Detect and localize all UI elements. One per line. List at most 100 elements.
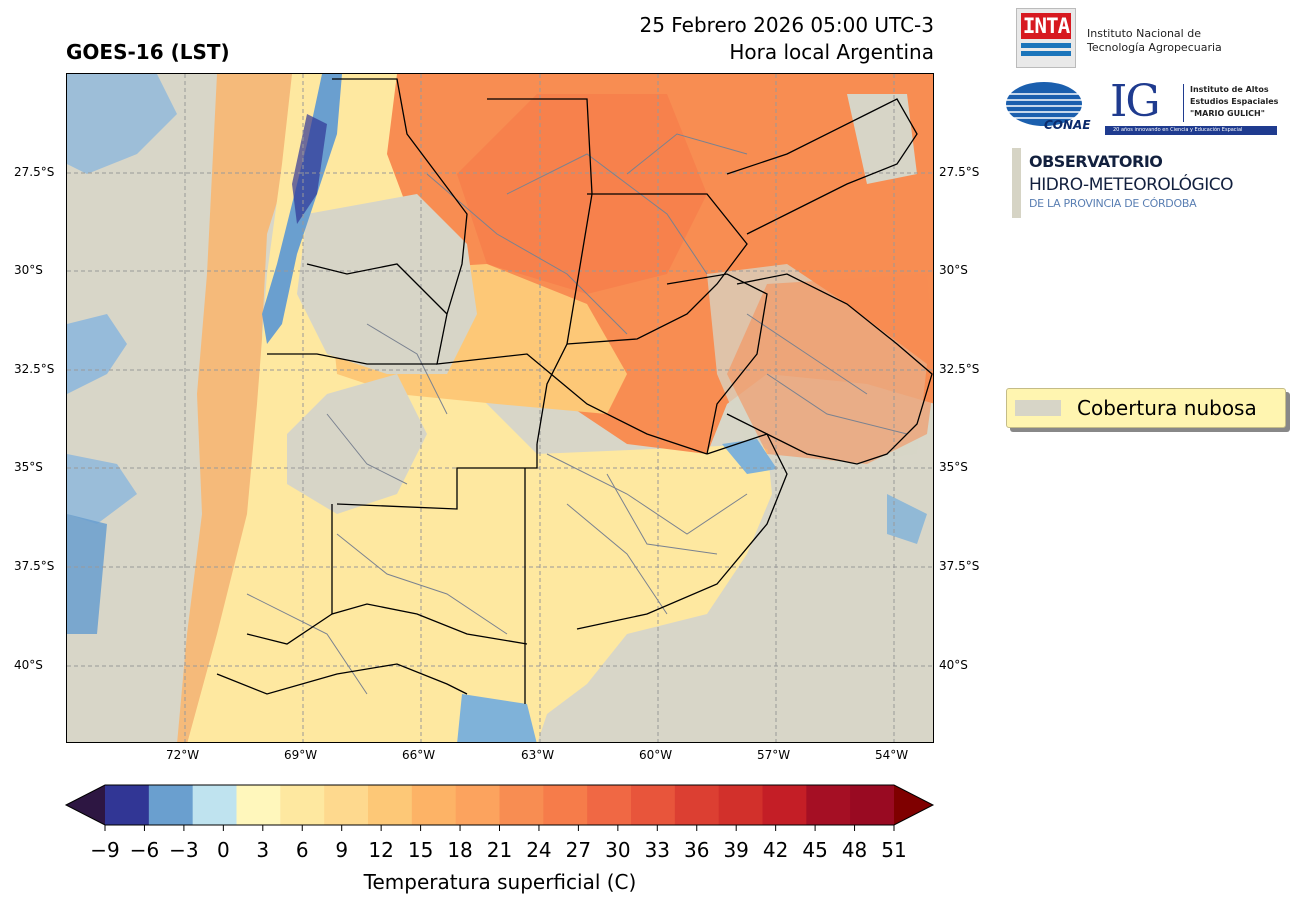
colorbar-bin — [587, 785, 632, 825]
colorbar-tick-label: 33 — [644, 838, 671, 862]
colorbar-tick-label: 27 — [565, 838, 592, 862]
ig-name: Instituto de Altos Estudios Espaciales "… — [1190, 84, 1278, 120]
colorbar-tick-label: 15 — [407, 838, 434, 862]
lat-label-right: 32.5°S — [939, 362, 980, 376]
ig-name-line: Estudios Espaciales — [1190, 97, 1279, 106]
map-title: GOES-16 (LST) — [66, 40, 230, 64]
colorbar-bin — [543, 785, 588, 825]
observatorio-bar — [1012, 148, 1021, 218]
colorbar-bin — [148, 785, 194, 825]
lon-label: 66°W — [402, 748, 436, 762]
observatorio-subtitle: HIDRO-METEOROLÓGICO — [1029, 175, 1233, 195]
colorbar-tick-label: 42 — [762, 838, 789, 862]
cloud-legend: Cobertura nubosa — [1006, 388, 1286, 428]
map-canvas — [67, 74, 933, 742]
local-time-label: Hora local Argentina — [729, 40, 934, 64]
cold-patch-pacific-2 — [67, 454, 137, 524]
colorbar-tick-label: 39 — [723, 838, 749, 862]
colorbar-tick-label: 30 — [605, 838, 631, 862]
lat-label-left: 30°S — [14, 263, 43, 277]
lon-label: 69°W — [284, 748, 318, 762]
colorbar-outline — [64, 784, 935, 826]
colorbar-tick-label: 24 — [526, 838, 552, 862]
inta-name-line: Instituto Nacional de — [1087, 27, 1201, 40]
cold-patch-pacific-3 — [67, 514, 107, 634]
lat-label-right: 27.5°S — [939, 165, 980, 179]
lat-label-left: 37.5°S — [14, 559, 55, 573]
lat-label-left: 35°S — [14, 460, 43, 474]
colorbar-title: Temperatura superficial (C) — [363, 870, 637, 894]
ig-logo-word: IG — [1110, 76, 1161, 127]
cold-patch-pacific — [67, 314, 127, 394]
conae-logo-word: CONAE — [1044, 118, 1091, 132]
department-borders — [246, 133, 908, 695]
inta-name: Instituto Nacional de Tecnología Agropec… — [1087, 27, 1222, 55]
colorbar-bin — [850, 785, 895, 825]
lat-label-left: 32.5°S — [14, 362, 55, 376]
colorbar-tick-label: 48 — [841, 838, 868, 862]
lat-label-right: 37.5°S — [939, 559, 980, 573]
ocean-cold-patch — [887, 494, 927, 544]
colorbar-tick-label: 6 — [295, 838, 309, 862]
lst-map — [66, 73, 934, 743]
colorbar-bin — [411, 785, 457, 825]
inta-logo-word: INTA — [1021, 13, 1071, 39]
lon-label: 57°W — [757, 748, 791, 762]
colorbar-tick-label: 36 — [684, 838, 710, 862]
warm-strip-pacific — [177, 74, 302, 742]
ig-name-line: "MARIO GULICH" — [1190, 109, 1265, 118]
cloud-cordoba — [287, 374, 427, 514]
province-borders — [216, 78, 933, 704]
colorbar-tick-label: 45 — [802, 838, 828, 862]
institution-logos: INTA Instituto Nacional de Tecnología Ag… — [1000, 0, 1301, 230]
atlantic-cloud — [547, 454, 933, 742]
colorbar-over-arrow — [894, 785, 933, 825]
datetime-header: 25 Febrero 2026 05:00 UTC-3 Hora local A… — [639, 12, 934, 66]
observatorio-title: OBSERVATORIO — [1029, 152, 1163, 171]
datetime-label: 25 Febrero 2026 05:00 UTC-3 — [639, 13, 934, 37]
cloud-misiones — [847, 94, 917, 184]
colorbar-bin — [105, 785, 150, 825]
colorbar-bin — [280, 785, 325, 825]
conae-globe-icon — [1006, 82, 1082, 126]
andes-very-cold — [292, 114, 327, 224]
colorbar-tick-label: 21 — [486, 838, 513, 862]
ig-tagline: 20 años innovando en Ciencia y Educación… — [1105, 126, 1277, 135]
colorbar-bin — [192, 785, 237, 825]
colorbar-tick-label: 12 — [368, 838, 394, 862]
colorbar-under-arrow — [66, 785, 105, 825]
colorbar-tick-label: 18 — [447, 838, 473, 862]
lat-label-right: 40°S — [939, 658, 968, 672]
colorbar-bin — [806, 785, 851, 825]
colorbar-bin — [718, 785, 763, 825]
colorbar-tick-label: 51 — [881, 838, 907, 862]
land-orange-core — [457, 94, 707, 294]
observatorio-province: DE LA PROVINCIA DE CÓRDOBA — [1029, 197, 1197, 210]
cloud-central-west — [297, 194, 477, 374]
inta-stripe — [1021, 43, 1071, 48]
colorbar-bin — [455, 785, 500, 825]
colorbar-bin — [236, 785, 281, 825]
golfo-san-matias — [457, 694, 537, 742]
inta-name-line: Tecnología Agropecuaria — [1087, 41, 1222, 54]
colorbar-bin — [762, 785, 807, 825]
inta-stripe — [1021, 51, 1071, 56]
lon-label: 54°W — [875, 748, 909, 762]
inta-logo: INTA — [1016, 8, 1076, 68]
cloud-legend-swatch — [1015, 400, 1061, 416]
lat-label-left: 40°S — [14, 658, 43, 672]
colorbar-tick-label: 0 — [216, 838, 230, 862]
colorbar-tick-label: −9 — [90, 838, 120, 862]
lon-label: 72°W — [166, 748, 200, 762]
cloud-legend-label: Cobertura nubosa — [1077, 396, 1257, 420]
lon-label: 60°W — [639, 748, 673, 762]
rio-de-la-plata — [722, 439, 777, 474]
colorbar-bin — [631, 785, 676, 825]
colorbar-tick-label: −6 — [129, 838, 160, 862]
ig-name-line: Instituto de Altos — [1190, 85, 1269, 94]
lon-label: 63°W — [521, 748, 555, 762]
colorbar-bin — [368, 785, 413, 825]
colorbar-bin — [324, 785, 369, 825]
colorbar-tick-label: −3 — [169, 838, 199, 862]
colorbar-tick-label: 3 — [256, 838, 270, 862]
